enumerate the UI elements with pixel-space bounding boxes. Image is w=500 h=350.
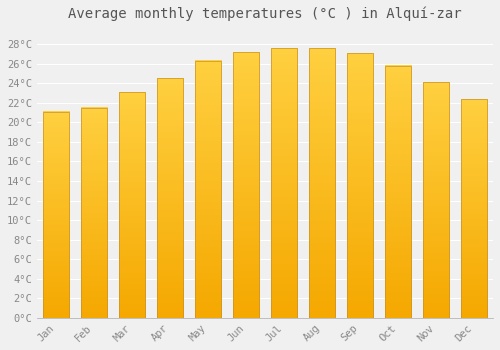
Bar [42, 112, 69, 318]
Bar [118, 92, 145, 318]
Bar [422, 82, 450, 318]
Bar [270, 48, 297, 318]
Bar [156, 78, 183, 318]
Bar [346, 53, 374, 318]
Bar [308, 48, 336, 318]
Title: Average monthly temperatures (°C ) in Alquí­zar: Average monthly temperatures (°C ) in Al… [68, 7, 462, 21]
Bar [194, 61, 221, 318]
Bar [384, 66, 411, 318]
Bar [232, 52, 259, 318]
Bar [80, 108, 107, 318]
Bar [460, 99, 487, 318]
